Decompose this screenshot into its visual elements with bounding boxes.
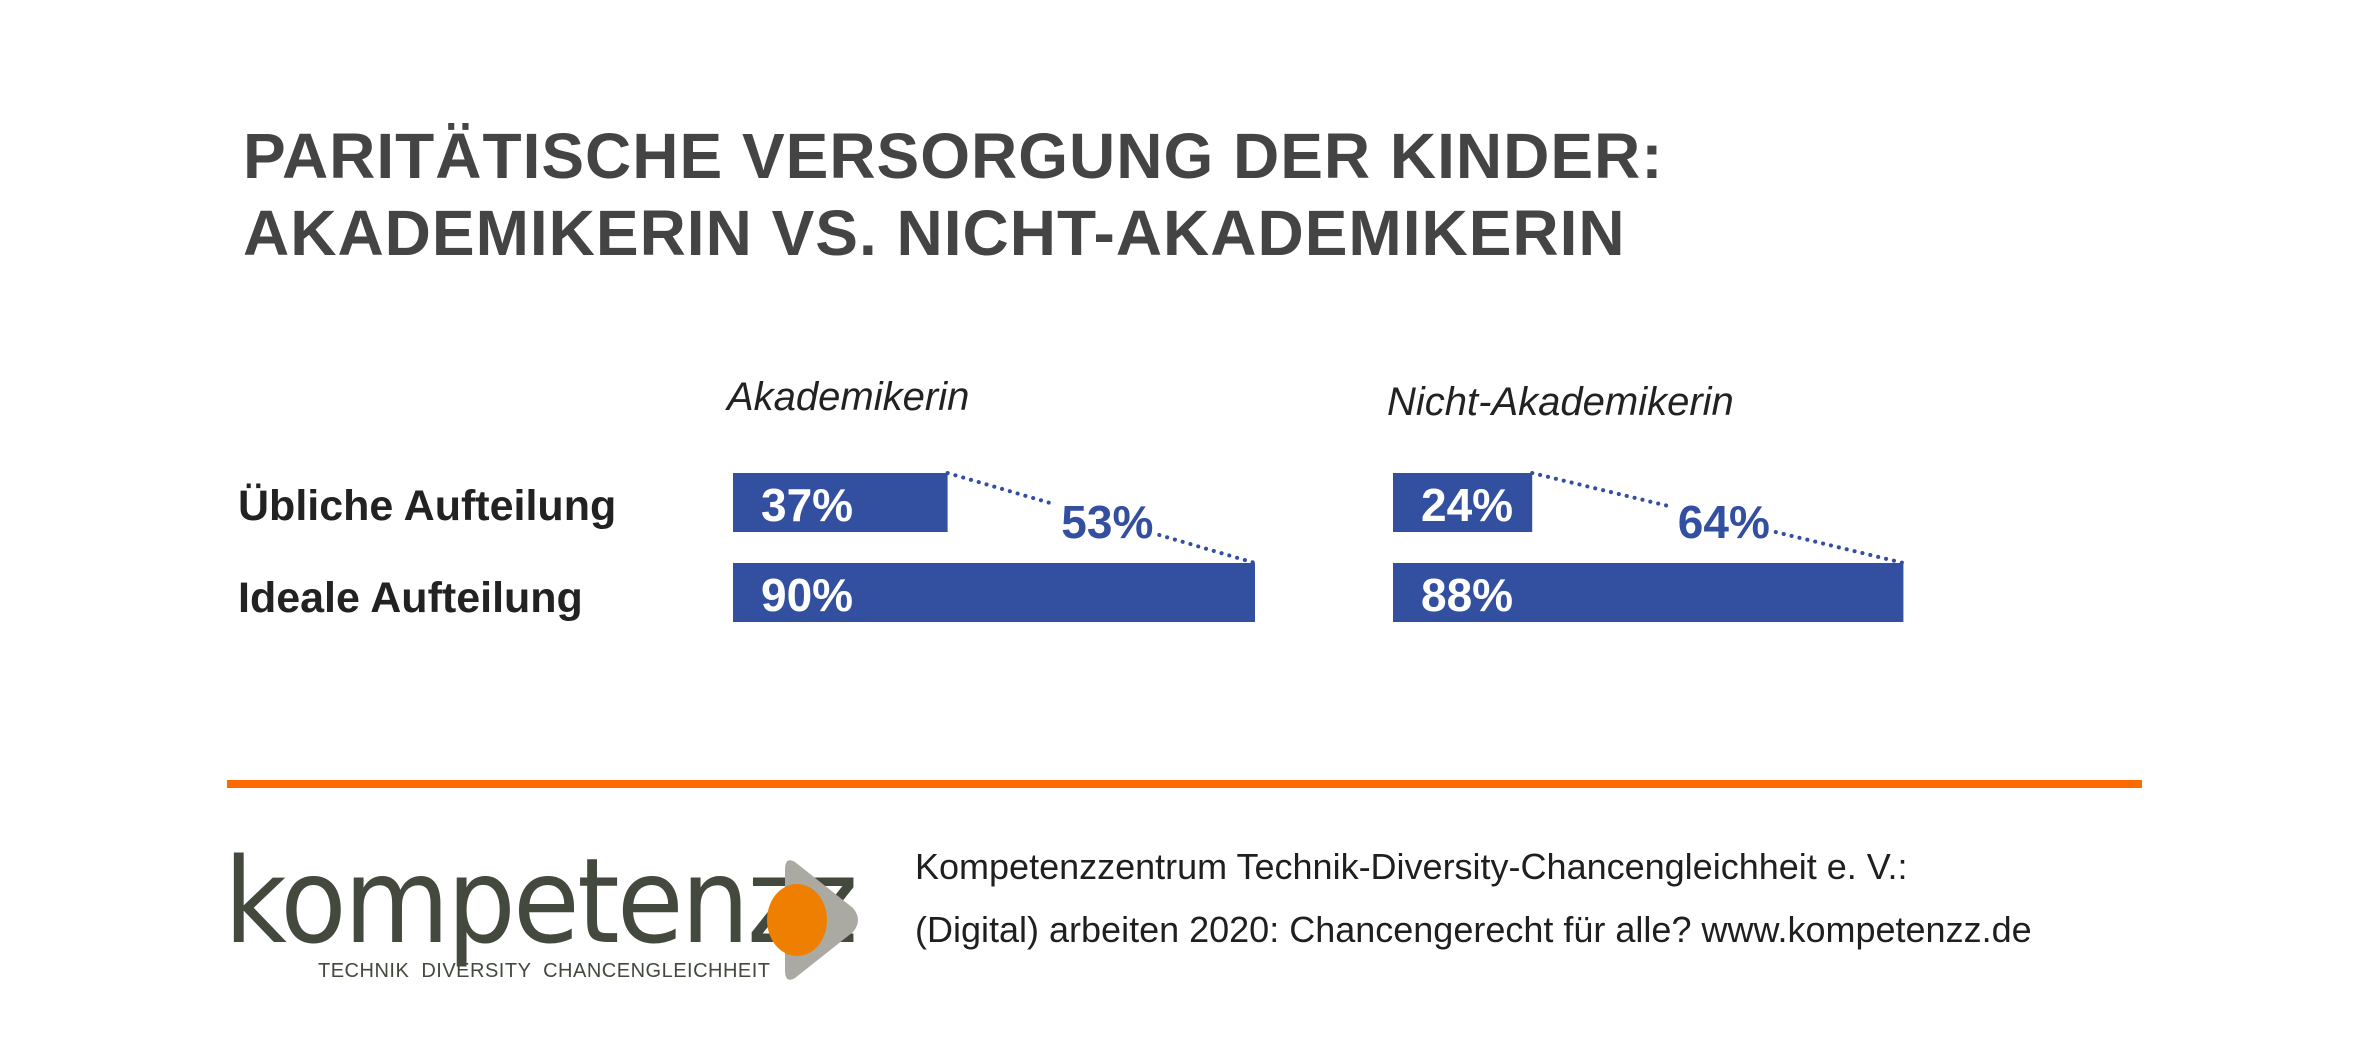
page-title: PARITÄTISCHE VERSORGUNG DER KINDER: AKAD… [243, 118, 1664, 272]
title-line-2: AKADEMIKERIN VS. NICHT-AKADEMIKERIN [243, 197, 1626, 269]
row-label: Ideale Aufteilung [238, 574, 583, 622]
gap-connector-line [945, 471, 1056, 506]
logo-tagline: TECHNIK DIVERSITY CHANCENGLEICHHEIT [318, 960, 771, 982]
group-header: Akademikerin [725, 375, 969, 419]
bar-value-label: 90% [761, 569, 853, 621]
gap-connector-line [1773, 530, 1906, 565]
divider-rule [227, 780, 2142, 788]
logo-circle-icon [767, 860, 858, 980]
gap-connector-line [1157, 532, 1257, 565]
bar-value-label: 24% [1421, 479, 1513, 531]
footer-source-line-2: (Digital) arbeiten 2020: Chancengerecht … [915, 909, 2032, 950]
group-header: Nicht-Akademikerin [1387, 380, 1734, 424]
logo-wordmark: kompetenzz [224, 832, 858, 970]
title-line-1: PARITÄTISCHE VERSORGUNG DER KINDER: [243, 120, 1664, 192]
bar [1393, 473, 1533, 532]
gap-connector-line [1530, 471, 1672, 509]
bar [733, 563, 1255, 622]
footer-source-line-1: Kompetenzzentrum Technik-Diversity-Chanc… [915, 846, 1908, 887]
row-label: Übliche Aufteilung [238, 482, 616, 530]
bar [733, 473, 948, 532]
gap-value-label: 64% [1678, 496, 1770, 548]
bar-value-label: 37% [761, 479, 853, 531]
bar-value-label: 88% [1421, 569, 1513, 621]
bar [1393, 563, 1904, 622]
gap-value-label: 53% [1061, 496, 1153, 548]
